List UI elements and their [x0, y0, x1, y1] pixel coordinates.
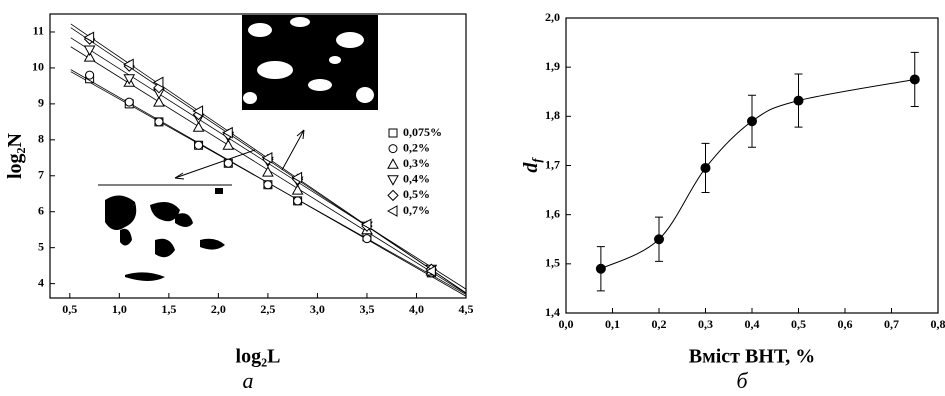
marker [596, 264, 606, 274]
marker [794, 96, 804, 106]
x-tick-label: 3,0 [310, 302, 325, 316]
marker [701, 163, 711, 173]
y-axis-label-sub: f [529, 157, 544, 163]
marker [85, 46, 95, 55]
y-tick-label: 10 [32, 60, 44, 74]
x-tick-label: 4,5 [459, 302, 474, 316]
legend-marker [388, 176, 398, 185]
marker [910, 74, 920, 84]
legend-label: 0,5% [403, 187, 430, 201]
curve [601, 79, 915, 268]
marker [294, 197, 302, 205]
inset-sparse [98, 185, 232, 281]
plot-frame [566, 18, 938, 313]
x-tick-label: 3,5 [359, 302, 374, 316]
legend-marker [389, 145, 397, 153]
x-tick-label: 0,3 [698, 317, 713, 331]
x-axis-label: Вміст ВНТ, % [689, 346, 815, 368]
y-tick-label: 6 [38, 203, 44, 217]
x-tick-label: 0,1 [605, 317, 620, 331]
y-tick-label: 1,9 [545, 59, 560, 73]
y-tick-label: 7 [38, 168, 44, 182]
x-axis-label: log₂L [236, 346, 281, 368]
marker [264, 181, 272, 189]
marker [124, 75, 134, 84]
x-tick-label: 0,7 [884, 317, 899, 331]
y-axis-label: log₂N [4, 132, 26, 179]
marker [125, 98, 133, 106]
x-tick-label: 0,6 [838, 317, 853, 331]
x-tick-label: 2,5 [260, 302, 275, 316]
y-tick-label: 11 [33, 24, 44, 38]
legend-label: 0,7% [403, 203, 430, 217]
legend-marker [389, 129, 397, 137]
y-axis-label-main: log₂N [4, 132, 26, 179]
legend-label: 0,075% [403, 125, 442, 139]
x-tick-label: 1,0 [112, 302, 127, 316]
y-tick-label: 4 [38, 275, 44, 289]
marker [86, 71, 94, 79]
marker [195, 141, 203, 149]
y-tick-label: 5 [38, 239, 44, 253]
y-tick-label: 1,8 [545, 108, 560, 122]
y-tick-label: 1,5 [545, 256, 560, 270]
x-tick-label: 0,2 [652, 317, 667, 331]
inset-arrows [175, 130, 304, 179]
legend-label: 0,4% [403, 172, 430, 186]
x-tick-label: 0,4 [745, 317, 760, 331]
y-tick-label: 1,6 [545, 206, 560, 220]
legend-marker [388, 206, 397, 216]
inset-dense [242, 15, 378, 110]
x-tick-label: 1,5 [161, 302, 176, 316]
y-tick-label: 2,0 [545, 10, 560, 24]
x-tick-label: 0,0 [559, 317, 574, 331]
legend-label: 0,2% [403, 140, 430, 154]
legend-marker [388, 159, 398, 168]
x-tick-label: 0,5 [791, 317, 806, 331]
y-tick-label: 9 [38, 96, 44, 110]
x-tick-label: 0,8 [931, 317, 945, 331]
figure: 0,5 1,0 1,5 2,0 2,5 3,0 3,5 4,0 4,5 4 5 6 7 8 9 10 11 log… [0, 0, 945, 396]
panel-label: б [736, 368, 748, 393]
x-tick-label: 4,0 [409, 302, 424, 316]
marker [363, 235, 371, 243]
y-axis-label: df [520, 157, 544, 173]
y-tick-label: 1,4 [545, 305, 560, 319]
legend-marker [388, 190, 398, 200]
x-tick-label: 2,0 [211, 302, 226, 316]
marker [224, 159, 232, 167]
marker [747, 116, 757, 126]
x-tick-label: 0,5 [62, 302, 77, 316]
panel-label: а [243, 368, 254, 393]
y-tick-label: 8 [38, 132, 44, 146]
marker [654, 234, 664, 244]
y-tick-label: 1,7 [545, 157, 560, 171]
marker [155, 118, 163, 126]
legend-label: 0,3% [403, 156, 430, 170]
